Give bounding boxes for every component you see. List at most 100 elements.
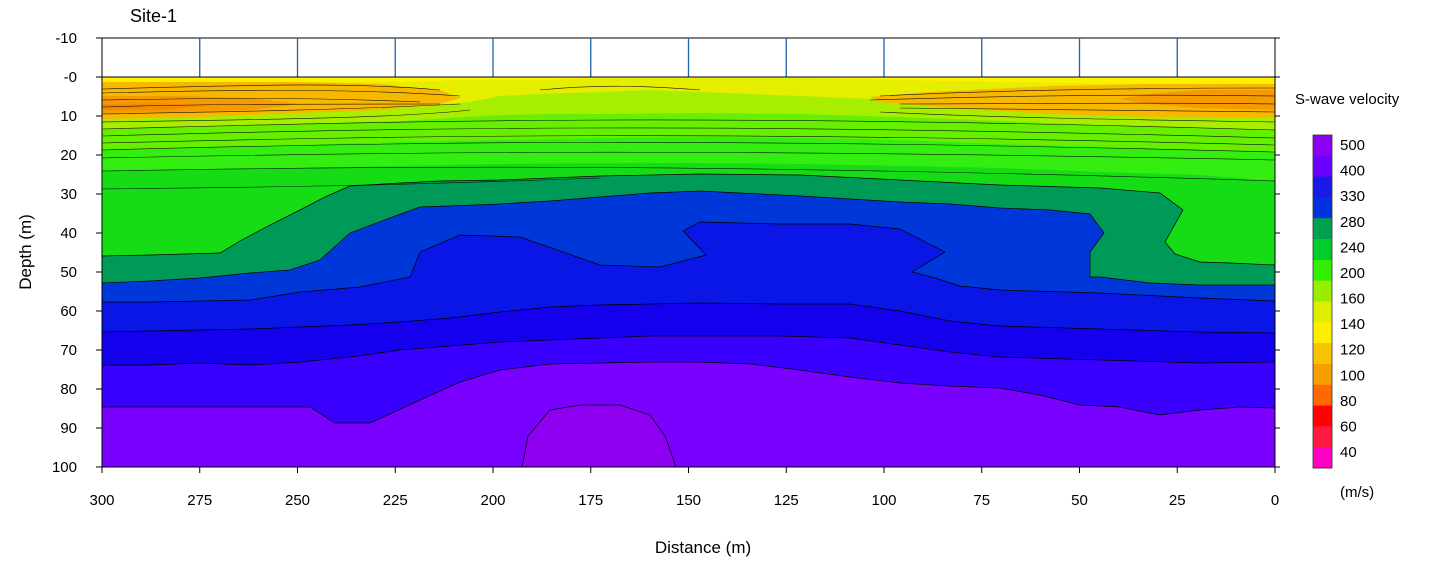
legend-label: 60	[1340, 418, 1357, 435]
legend-swatches	[1312, 134, 1333, 469]
x-tick-label: 300	[89, 492, 114, 509]
x-tick-label: 50	[1071, 492, 1088, 509]
legend-label: 80	[1340, 393, 1357, 410]
legend-swatch	[1313, 280, 1332, 302]
contour-line	[899, 102, 1275, 105]
plot-area	[101, 37, 1276, 468]
outline-330	[102, 302, 1275, 334]
y-tick-label: 20	[60, 147, 77, 164]
legend-swatch	[1313, 239, 1332, 261]
x-tick-label: 175	[578, 492, 603, 509]
contour-line	[102, 119, 1275, 131]
y-tick-label: -10	[55, 30, 77, 47]
legend-labels: 500 400 330 280 240 200 160 140 120 100 80 60 40	[1340, 137, 1365, 461]
legend-swatch	[1313, 447, 1332, 469]
legend-swatch	[1313, 259, 1332, 282]
contour-line	[102, 151, 1275, 161]
legend-label: 100	[1340, 367, 1365, 384]
contour-line	[102, 103, 441, 108]
legend-label: 240	[1340, 239, 1365, 256]
contour-line	[539, 85, 701, 91]
legend-bar-frame	[1312, 134, 1333, 469]
legend-swatch	[1313, 218, 1332, 240]
x-axis: 300 275 250 225 200 175 150 125 100 75 50 25 0	[89, 467, 1279, 509]
legend-unit: (m/s)	[1340, 484, 1374, 501]
contour-line	[869, 94, 1275, 101]
legend-swatch	[1313, 405, 1332, 427]
contour-line	[102, 109, 471, 123]
y-axis-title: Depth (m)	[16, 214, 35, 290]
outline-240	[102, 173, 1275, 266]
x-axis-title: Distance (m)	[655, 538, 751, 557]
y-tick-label: 90	[60, 420, 77, 437]
contour-line	[102, 90, 461, 97]
contour-fill	[102, 77, 1275, 467]
y-tick-label: 80	[60, 381, 77, 398]
outline-280	[102, 190, 1275, 286]
x-tick-label: 250	[285, 492, 310, 509]
legend-label: 500	[1340, 137, 1365, 154]
contour-line	[102, 135, 1275, 146]
contour-line	[102, 98, 421, 103]
y-tick-label: 40	[60, 225, 77, 242]
contour-band-500	[522, 405, 676, 467]
contour-line	[102, 177, 601, 190]
contour-line	[879, 87, 1275, 97]
contour-line	[879, 111, 1275, 123]
legend-label: 280	[1340, 214, 1365, 231]
legend-swatch	[1313, 155, 1332, 178]
chart-title: Site-1	[130, 6, 177, 26]
legend-label: 330	[1340, 188, 1365, 205]
legend-swatch	[1313, 426, 1332, 448]
x-tick-label: 0	[1271, 492, 1279, 509]
x-tick-label: 25	[1169, 492, 1186, 509]
contour-line	[102, 142, 1275, 153]
x-tick-label: 225	[383, 492, 408, 509]
x-tick-label: 150	[676, 492, 701, 509]
x-tick-label: 125	[774, 492, 799, 509]
outline-300	[102, 221, 1275, 303]
contour-band-120	[102, 77, 1275, 84]
y-tick-label: -0	[64, 69, 77, 86]
outline-400	[102, 361, 1275, 424]
legend-label: 400	[1340, 163, 1365, 180]
y-tick-label: 70	[60, 342, 77, 359]
contour-line	[102, 84, 441, 91]
band-outlines	[102, 173, 1275, 467]
contour-band-80-left	[102, 103, 210, 110]
contour-line	[102, 127, 1275, 139]
y-tick-label: 60	[60, 303, 77, 320]
outline-500	[521, 404, 677, 467]
contour-line	[102, 103, 461, 115]
legend-swatch	[1313, 176, 1332, 198]
sensor-markers	[199, 38, 1178, 77]
legend-label: 160	[1340, 291, 1365, 308]
legend-swatch	[1313, 322, 1332, 344]
legend-label: 200	[1340, 265, 1365, 282]
legend-swatch	[1313, 301, 1332, 323]
y-tick-label: 50	[60, 264, 77, 281]
y-tick-label: 10	[60, 108, 77, 125]
legend-title: S-wave velocity	[1295, 91, 1400, 108]
legend-swatch	[1313, 343, 1332, 365]
x-tick-label: 75	[973, 492, 990, 509]
x-tick-label: 275	[187, 492, 212, 509]
y-tick-label: 100	[52, 459, 77, 476]
outline-360	[102, 335, 1275, 366]
y-axis: -10 -0 10 20 30 40 50 60 70 80 90 100	[52, 30, 1280, 476]
contour-lines	[102, 84, 1275, 190]
legend-swatch	[1313, 197, 1332, 219]
legend-label: 40	[1340, 444, 1357, 461]
legend-swatch	[1313, 363, 1332, 386]
legend-label: 140	[1340, 316, 1365, 333]
y-tick-label: 30	[60, 186, 77, 203]
legend-swatch	[1313, 384, 1332, 407]
contour-line	[102, 166, 1275, 182]
x-tick-label: 100	[871, 492, 896, 509]
x-tick-label: 200	[480, 492, 505, 509]
contour-line	[899, 107, 1275, 113]
legend: S-wave velocity 500 400 330 280 240 200 160 140…	[1295, 91, 1400, 501]
legend-swatch	[1313, 135, 1332, 157]
legend-label: 120	[1340, 342, 1365, 359]
